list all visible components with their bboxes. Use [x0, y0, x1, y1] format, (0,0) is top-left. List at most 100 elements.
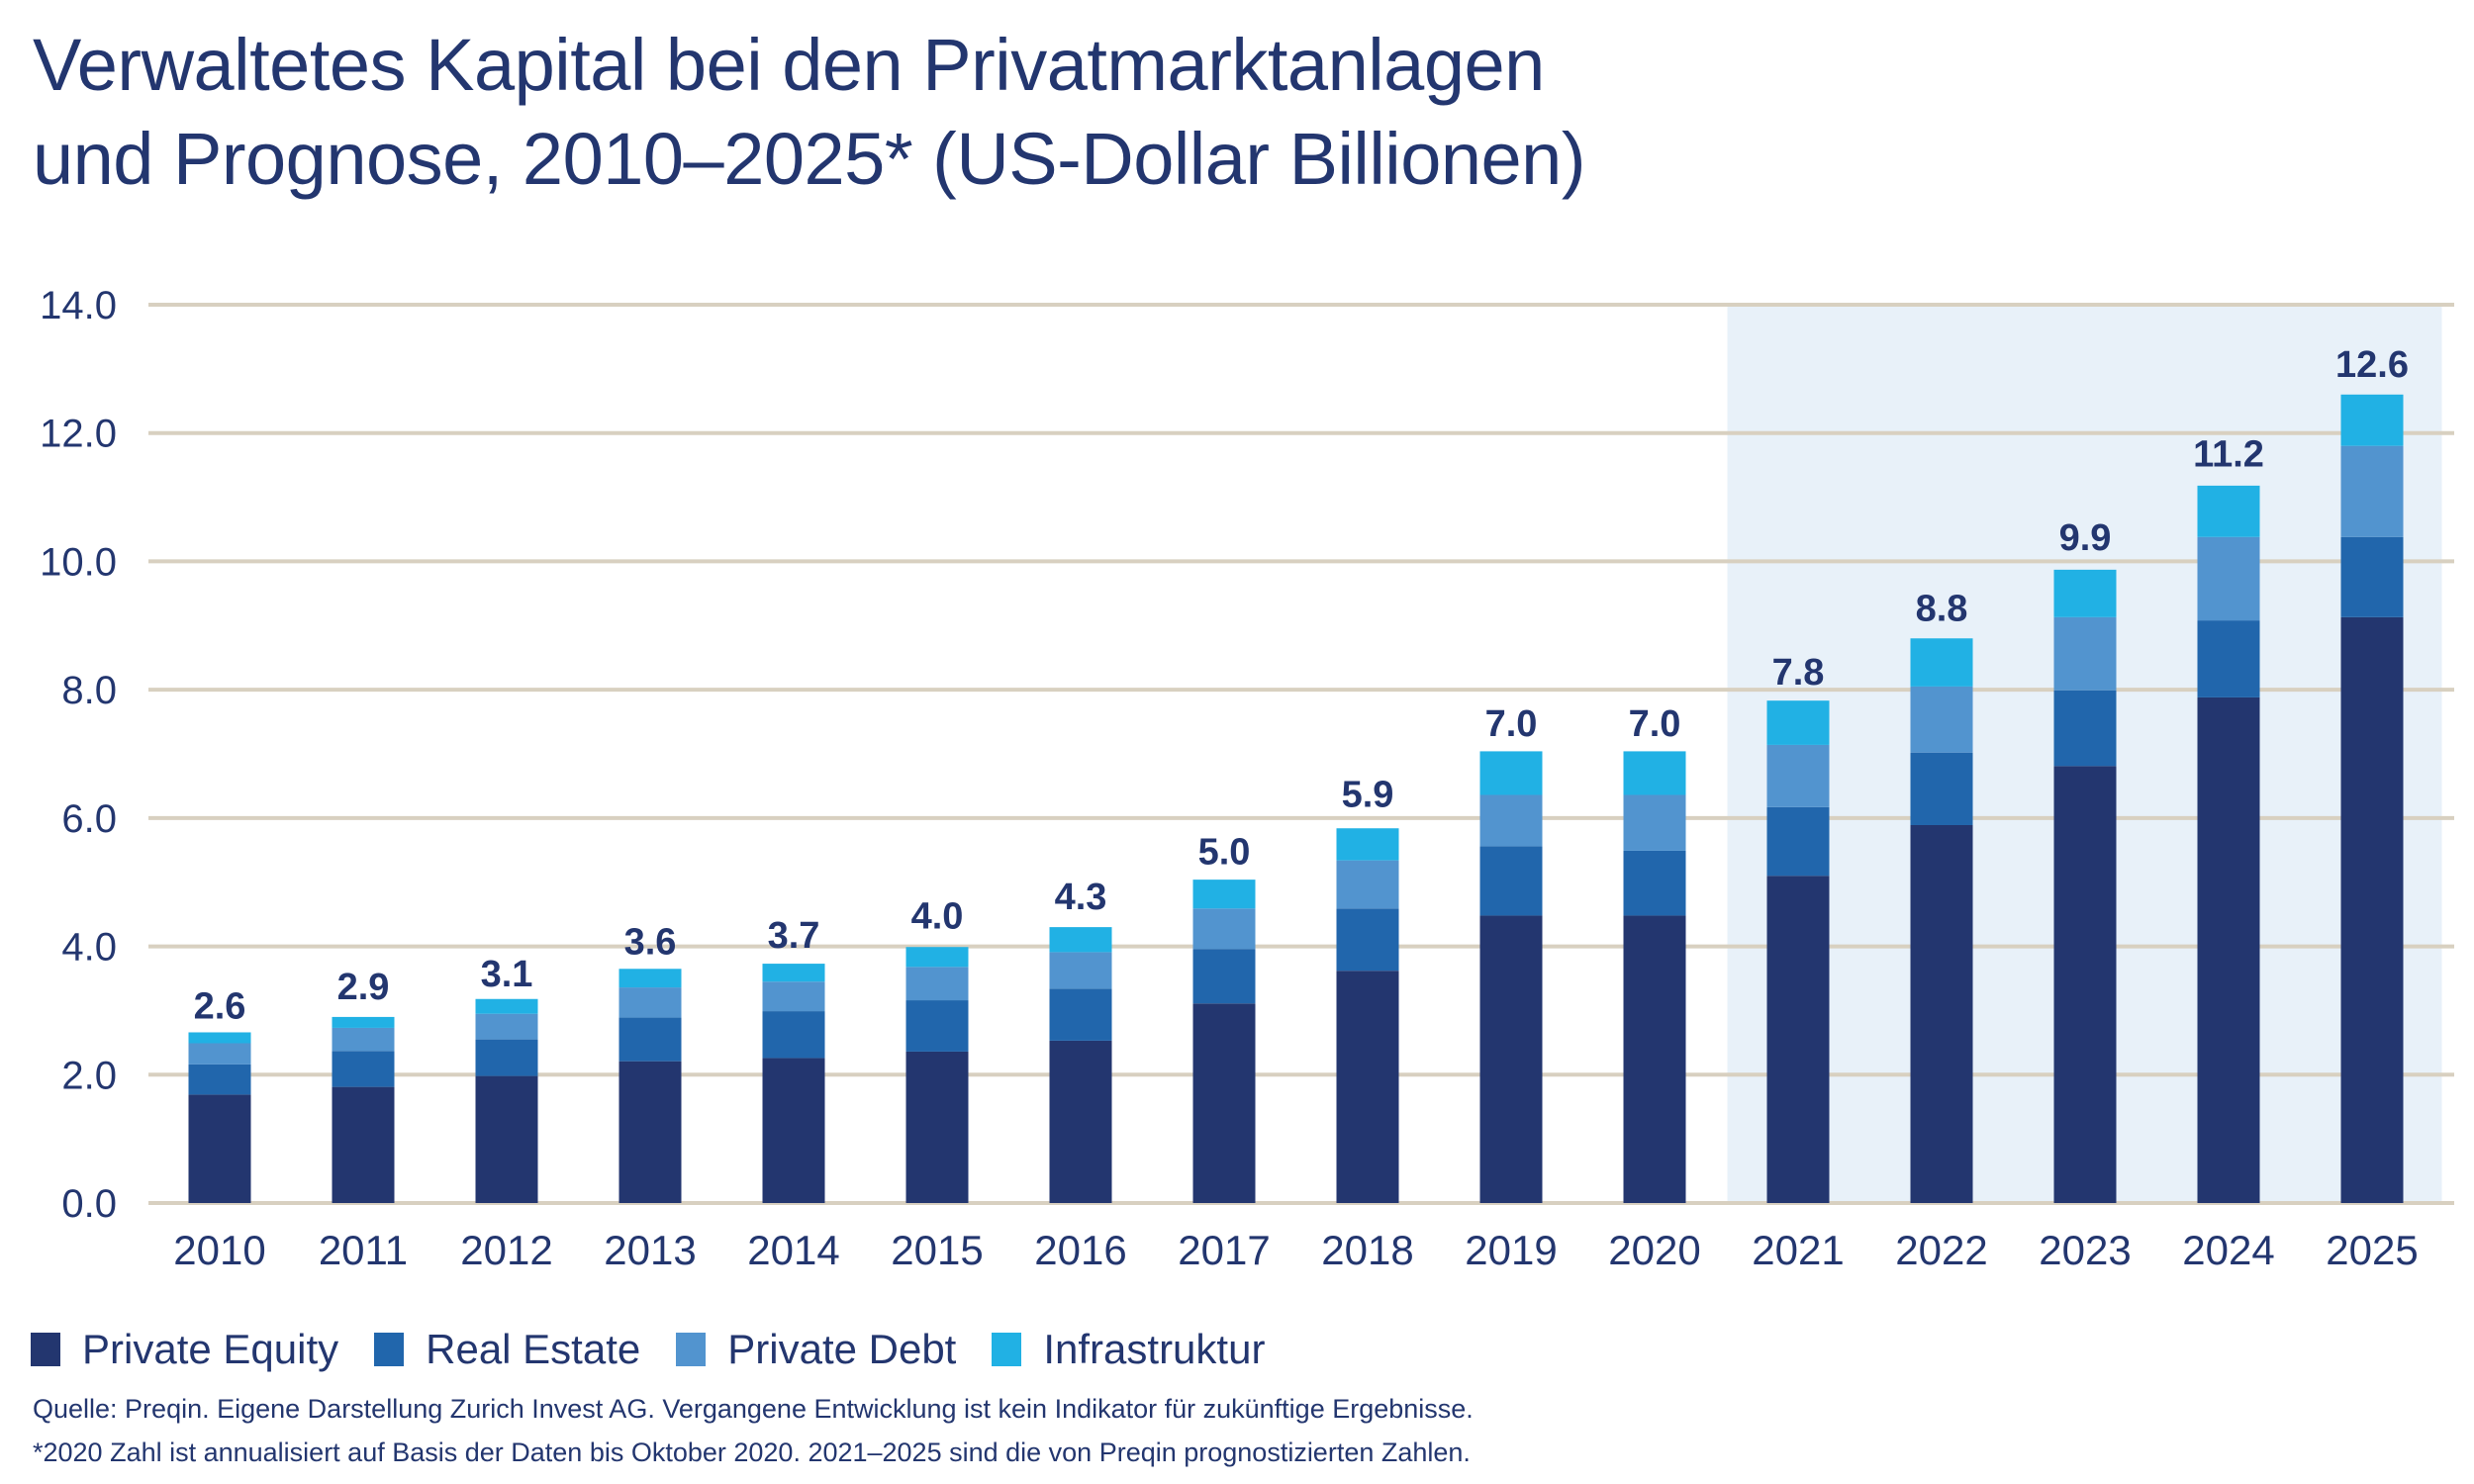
- bar-segment-infrastruktur: [332, 1016, 395, 1028]
- bar-stack-2024: [2197, 485, 2260, 1203]
- total-label: 7.0: [1629, 703, 1681, 745]
- total-label: 2.9: [337, 967, 390, 1008]
- legend-swatch-infrastruktur: [992, 1333, 1022, 1366]
- x-tick-label: 2015: [891, 1227, 983, 1273]
- bar-segment-private-equity: [905, 1051, 969, 1203]
- total-label: 3.7: [768, 915, 820, 957]
- footnotes: Quelle: Preqin. Eigene Darstellung Zuric…: [33, 1387, 1474, 1474]
- total-label: 12.6: [2335, 344, 2409, 386]
- bar-segment-infrastruktur: [1910, 638, 1973, 687]
- bar-segment-private-debt: [1766, 744, 1830, 807]
- bar-segment-private-equity: [2053, 766, 2117, 1203]
- x-axis-ticks: 2010 2011 2012 2013 2014 2015 2016 2017 2018 2019…: [173, 1227, 2418, 1273]
- total-label: 4.0: [911, 896, 964, 938]
- bar-segment-private-equity: [1766, 876, 1830, 1203]
- x-tick-label: 2020: [1608, 1227, 1700, 1273]
- bar-segment-real-estate: [1479, 846, 1543, 916]
- bar-segment-private-debt: [2053, 616, 2117, 691]
- bar-segment-infrastruktur: [905, 947, 969, 968]
- bar-segment-real-estate: [2340, 536, 2404, 617]
- forecast-footnote: *2020 Zahl ist annualisiert auf Basis de…: [33, 1438, 1471, 1467]
- x-tick-label: 2017: [1178, 1227, 1270, 1273]
- legend-item-private-debt: Private Debt: [676, 1326, 956, 1373]
- bar-segment-private-equity: [618, 1061, 682, 1203]
- bar-stack-2016: [1049, 927, 1112, 1203]
- legend-label-private-debt: Private Debt: [727, 1326, 957, 1372]
- legend-swatch-private-equity: [31, 1333, 60, 1366]
- total-label: 7.8: [1772, 652, 1825, 694]
- bar-segment-infrastruktur: [2197, 485, 2260, 537]
- data-labels: 2.6 2.9 3.1 3.6 3.7 4.0 4.3 5.0 5.9 7.0 7.0 7.8 8.8 9…: [194, 344, 2409, 1028]
- bar-segment-real-estate: [188, 1064, 251, 1095]
- bar-stack-2015: [905, 947, 969, 1203]
- y-tick-label: 10.0: [40, 540, 117, 584]
- bar-segment-private-debt: [762, 981, 825, 1012]
- bar-stack-2023: [2053, 569, 2117, 1203]
- bar-segment-private-debt: [2340, 445, 2404, 537]
- legend-label-real-estate: Real Estate: [426, 1326, 641, 1372]
- bar-segment-real-estate: [332, 1051, 395, 1087]
- total-label: 3.1: [481, 954, 533, 995]
- bar-segment-private-equity: [1623, 915, 1686, 1203]
- chart-title: Verwaltetes Kapital bei den Privatmarkta…: [33, 18, 1585, 206]
- bar-segment-real-estate: [1623, 850, 1686, 916]
- bar-segment-private-equity: [475, 1075, 538, 1203]
- bar-segment-private-debt: [1623, 794, 1686, 851]
- total-label: 11.2: [2193, 434, 2264, 476]
- bar-segment-infrastruktur: [762, 964, 825, 982]
- legend-label-infrastruktur: Infrastruktur: [1043, 1326, 1266, 1372]
- total-label: 5.0: [1198, 832, 1251, 874]
- bar-segment-private-equity: [762, 1058, 825, 1203]
- bar-stack-2020: [1623, 751, 1686, 1203]
- bar-stack-2021: [1766, 700, 1830, 1203]
- bars: [188, 394, 2404, 1203]
- y-tick-label: 8.0: [61, 669, 117, 712]
- y-tick-label: 12.0: [40, 413, 117, 456]
- bar-stack-2017: [1192, 880, 1256, 1203]
- bar-segment-private-equity: [1479, 915, 1543, 1203]
- bar-segment-infrastruktur: [1192, 880, 1256, 909]
- x-tick-label: 2022: [1895, 1227, 1987, 1273]
- bar-segment-private-debt: [1479, 794, 1543, 847]
- total-label: 5.9: [1342, 774, 1394, 815]
- bar-segment-private-debt: [618, 987, 682, 1018]
- bar-segment-private-equity: [2340, 616, 2404, 1203]
- bar-segment-private-equity: [1192, 1003, 1256, 1203]
- bar-segment-private-debt: [2197, 536, 2260, 621]
- bar-segment-private-debt: [1336, 860, 1399, 909]
- bar-stack-2011: [332, 1016, 395, 1203]
- bar-segment-real-estate: [1336, 908, 1399, 972]
- total-label: 4.3: [1055, 877, 1107, 918]
- total-label: 3.6: [624, 922, 677, 964]
- source-note: Quelle: Preqin. Eigene Darstellung Zuric…: [33, 1394, 1474, 1424]
- y-tick-label: 6.0: [61, 797, 117, 841]
- total-label: 9.9: [2059, 517, 2112, 559]
- bar-segment-infrastruktur: [2053, 569, 2117, 617]
- chart-title-line-1: Verwaltetes Kapital bei den Privatmarkta…: [33, 24, 1545, 106]
- bar-segment-private-equity: [332, 1086, 395, 1203]
- bar-segment-real-estate: [905, 1000, 969, 1052]
- bar-segment-real-estate: [1910, 752, 1973, 825]
- bar-stack-2019: [1479, 751, 1543, 1203]
- bar-segment-real-estate: [1192, 949, 1256, 1004]
- bar-segment-real-estate: [762, 1011, 825, 1059]
- bar-segment-infrastruktur: [1479, 751, 1543, 795]
- bar-segment-infrastruktur: [2340, 394, 2404, 446]
- bar-segment-real-estate: [475, 1039, 538, 1076]
- bar-segment-real-estate: [2053, 690, 2117, 767]
- legend-label-private-equity: Private Equity: [82, 1326, 339, 1372]
- bar-segment-private-equity: [188, 1094, 251, 1203]
- bar-segment-private-equity: [2197, 696, 2260, 1203]
- bar-stack-2013: [618, 969, 682, 1203]
- legend-item-private-equity: Private Equity: [31, 1326, 338, 1373]
- x-tick-label: 2016: [1034, 1227, 1126, 1273]
- y-axis-ticks: 0.0 2.0 4.0 6.0 8.0 10.0 12.0 14.0: [40, 284, 117, 1226]
- bar-segment-real-estate: [1766, 806, 1830, 877]
- bar-stack-2025: [2340, 394, 2404, 1203]
- bar-segment-infrastruktur: [1766, 700, 1830, 745]
- bar-stack-2012: [475, 998, 538, 1203]
- bar-stack-2022: [1910, 638, 1973, 1203]
- legend-item-infrastruktur: Infrastruktur: [992, 1326, 1265, 1373]
- bar-segment-real-estate: [1049, 988, 1112, 1041]
- y-tick-label: 14.0: [40, 284, 117, 327]
